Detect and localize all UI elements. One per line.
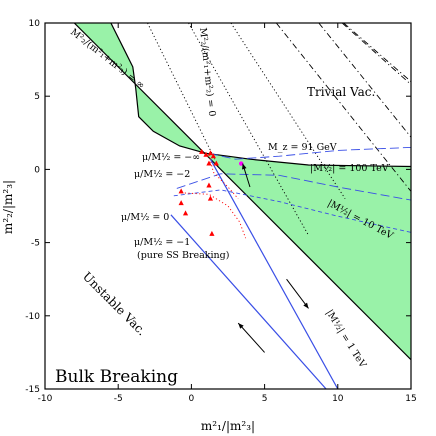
red-tri-marker-4: [206, 160, 212, 166]
m12-1tev-curve: [209, 158, 339, 389]
y-tick-label-3: -5: [31, 239, 40, 249]
label-zero: M²₂/(m²₁+m²₂) = 0: [197, 27, 217, 117]
x-tick-label-5: 15: [405, 394, 416, 404]
dashdot-2-curve: [318, 23, 411, 138]
dotted-3-curve: [230, 23, 346, 199]
chart-arrows: [237, 163, 309, 353]
pure-ss-line-curve: [170, 214, 327, 389]
label-trivial: Trivial Vac.: [307, 85, 375, 99]
x-tick-label-4: 10: [332, 394, 344, 404]
red-tri-marker-1: [203, 151, 209, 157]
chart-markers: [178, 148, 244, 236]
y-tick-label-2: 0: [34, 165, 40, 175]
y-tick-label-5: -15: [25, 385, 40, 395]
red-tri-marker-9: [206, 182, 212, 188]
plot-frame: [44, 22, 412, 390]
label-mz: M_z = 91 GeV: [268, 142, 337, 153]
red-tri-marker-6: [178, 188, 184, 194]
arrow-down-right-shaft: [286, 278, 309, 309]
dashdot-1-curve: [275, 23, 411, 192]
red-tri-marker-7: [178, 200, 184, 206]
x-axis-label: m²₁/|m²₃|: [201, 419, 255, 433]
x-tick-label-0: -10: [38, 394, 53, 404]
red-tri-marker-3: [210, 153, 216, 159]
boundary-infinity-curve: [73, 23, 411, 361]
red-tri-marker-10: [207, 195, 214, 201]
chart-curves: [73, 23, 411, 389]
label-pure: (pure SS Breaking): [137, 250, 229, 261]
red-dotted-2-curve: [181, 192, 247, 239]
y-axis-label: m²₂/|m²₃|: [1, 180, 15, 234]
label-m100: |M½| = 100 TeV: [310, 163, 389, 174]
red-tri-marker-5: [213, 160, 219, 166]
mz-pointer-head: [242, 163, 247, 170]
dotted-1-curve: [147, 23, 216, 160]
label-unstable: Unstable Vac.: [80, 269, 149, 338]
red-tri-marker-11: [209, 230, 215, 236]
y-tick-label-1: 5: [34, 92, 40, 102]
arrow-down-right-head: [303, 302, 309, 309]
arrow-up-left-shaft: [237, 322, 265, 353]
arrow-up-left-head: [238, 323, 244, 329]
m12-100tev-curve: [208, 146, 411, 160]
x-tick-label-3: 5: [262, 394, 268, 404]
dashdot-cross-curve: [343, 23, 411, 82]
dotted-2-curve: [188, 23, 309, 236]
dashdot-3-curve: [341, 23, 411, 85]
y-tick-label-4: -10: [25, 312, 40, 322]
red-tri-marker-8: [182, 210, 189, 216]
magenta-dot-0: [238, 161, 244, 166]
label-mu-m1: μ/M½ = −1: [134, 237, 190, 248]
red-tri-marker-2: [207, 150, 214, 156]
x-tick-label-1: -5: [114, 394, 123, 404]
red-tri-marker-0: [199, 148, 205, 154]
label-mu-0: μ/M½ = 0: [121, 212, 169, 223]
y-tick-label-0: 10: [29, 19, 41, 29]
m12-10tev-curve: [176, 173, 411, 201]
x-tick-label-2: 0: [189, 394, 195, 404]
label-mu-m2: μ/M½ = −2: [134, 169, 190, 180]
label-bulk: Bulk Breaking: [55, 367, 178, 387]
label-m1: |M½| = 1 TeV: [323, 308, 368, 370]
m12-lower-curve: [173, 189, 411, 233]
boundary-zero-curve: [110, 23, 411, 168]
label-mu-inf: μ/M½ = −∞: [142, 152, 200, 163]
